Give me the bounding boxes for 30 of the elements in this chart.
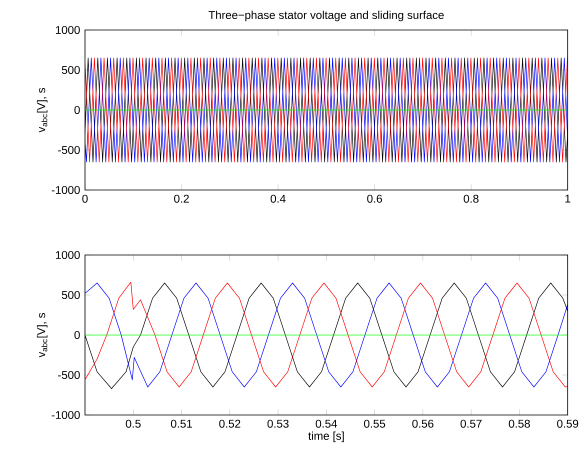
x-axis-title: time [s]: [308, 432, 344, 442]
y-tick-label: 500: [62, 66, 80, 74]
x-tick-label: 0.58: [508, 420, 530, 428]
x-tick-label: 1: [565, 194, 570, 203]
x-tick-label: 0.8: [464, 194, 479, 203]
y-tick-label: -1000: [52, 410, 80, 420]
x-tick-label: 0.53: [267, 420, 289, 428]
y-tick-label: 500: [62, 290, 80, 300]
x-tick-label: 0: [82, 194, 88, 203]
chart-title: Three−phase stator voltage and sliding surface: [208, 10, 444, 22]
x-tick-label: 0.6: [367, 194, 382, 203]
x-tick-label: 0.2: [174, 194, 189, 203]
x-tick-label: 0.51: [170, 420, 192, 428]
y-tick-label: 1000: [56, 250, 80, 260]
x-tick-label: 0.55: [364, 420, 386, 428]
y-axis-title: v$_{abc}$[V], s: [36, 312, 48, 358]
x-tick-label: 0.52: [219, 420, 240, 428]
x-tick-label: 0.5: [126, 420, 141, 428]
x-tick-label: 0.56: [412, 420, 434, 428]
y-tick-label: 1000: [56, 26, 80, 34]
y-tick-label: -500: [58, 370, 80, 380]
y-tick-label: -1000: [52, 186, 80, 194]
x-tick-label: 0.4: [270, 194, 286, 203]
y-tick-label: -500: [58, 146, 80, 154]
x-tick-label: 0.59: [557, 420, 578, 428]
x-tick-label: 0.54: [316, 420, 338, 428]
y-tick-label: 0: [74, 106, 80, 114]
y-tick-label: 0: [74, 330, 80, 340]
y-axis-title: v$_{abc}$[V], s: [36, 88, 48, 132]
x-tick-label: 0.57: [460, 420, 482, 428]
